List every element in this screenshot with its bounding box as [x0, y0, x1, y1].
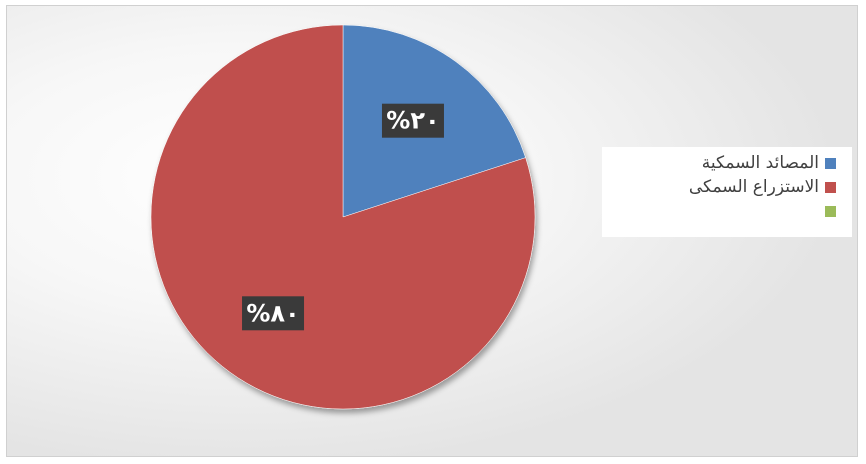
legend-item-0: المصائد السمكية [602, 151, 836, 175]
legend-swatch-2 [825, 205, 836, 217]
legend: المصائد السمكية الاستزراع السمكى [602, 147, 852, 237]
data-label-1: %٨٠ [242, 296, 305, 331]
chart-area: %٢٠ %٨٠ المصائد السمكية الاستزراع السمكى [6, 5, 858, 457]
legend-swatch-1 [825, 181, 836, 193]
legend-item-2 [602, 199, 836, 223]
data-label-text-1: %٨٠ [246, 299, 299, 327]
pie-labels: %٢٠ %٨٠ [242, 103, 444, 331]
legend-swatch-0 [825, 157, 836, 169]
pie-chart: %٢٠ %٨٠ [150, 24, 536, 410]
data-label-box-0 [381, 103, 444, 138]
data-label-text-0: %٢٠ [386, 107, 439, 135]
data-label-box-1 [242, 296, 305, 331]
pie-slices [150, 24, 536, 410]
legend-item-1: الاستزراع السمكى [602, 175, 836, 199]
legend-label-0: المصائد السمكية [701, 153, 819, 173]
data-label-0: %٢٠ [381, 103, 444, 138]
legend-label-1: الاستزراع السمكى [688, 177, 819, 197]
